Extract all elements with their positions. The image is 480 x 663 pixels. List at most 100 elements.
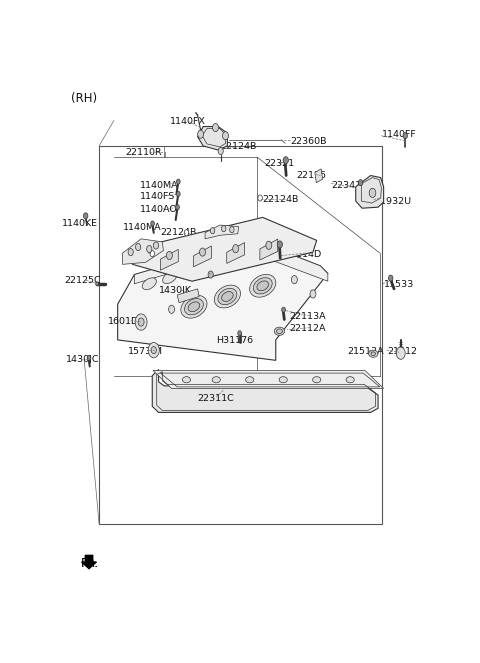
Circle shape [396,347,405,359]
Polygon shape [122,239,163,265]
Circle shape [221,225,226,231]
Circle shape [128,249,133,256]
Text: 22112A: 22112A [289,324,325,333]
Circle shape [233,245,239,253]
Text: 91932U: 91932U [374,196,411,206]
Ellipse shape [346,377,354,383]
Text: 11533: 11533 [384,280,414,289]
Ellipse shape [274,327,285,335]
Ellipse shape [250,274,276,297]
Circle shape [84,213,88,219]
Polygon shape [193,246,212,267]
Ellipse shape [246,377,254,383]
Circle shape [198,130,204,139]
Circle shape [229,227,234,233]
Circle shape [310,290,316,298]
Text: 1140AO: 1140AO [140,206,178,214]
Circle shape [238,331,241,336]
Ellipse shape [276,329,282,333]
Text: 22135: 22135 [296,171,326,180]
Text: 22124B: 22124B [220,143,256,151]
Circle shape [277,241,282,248]
Circle shape [223,132,228,140]
Polygon shape [82,556,96,569]
Text: 22129: 22129 [188,269,218,278]
Ellipse shape [185,266,199,277]
Circle shape [168,305,175,314]
Text: 22311C: 22311C [197,394,234,402]
Text: 22321: 22321 [264,158,294,168]
Text: 22360B: 22360B [290,137,327,147]
Circle shape [147,245,152,253]
Text: 1140MA: 1140MA [123,223,162,232]
Circle shape [135,243,141,251]
Ellipse shape [188,302,200,312]
Text: 1573JM: 1573JM [128,347,163,355]
Text: 21513A: 21513A [347,347,384,355]
Circle shape [151,347,156,353]
Circle shape [282,307,286,312]
Ellipse shape [257,281,268,290]
Polygon shape [205,225,239,239]
Circle shape [150,251,155,257]
Ellipse shape [181,295,207,318]
Circle shape [388,275,393,281]
Circle shape [96,282,99,286]
Text: 22110R: 22110R [125,148,162,156]
Circle shape [403,133,408,139]
Polygon shape [198,127,228,150]
Polygon shape [227,243,245,263]
Circle shape [135,314,147,330]
Circle shape [218,147,223,154]
Circle shape [213,123,218,132]
Polygon shape [177,289,199,302]
Text: 1601DG: 1601DG [108,316,147,326]
Text: 1140FF: 1140FF [382,130,417,139]
Text: H31176: H31176 [216,336,253,345]
Circle shape [154,242,158,249]
Text: 1430JK: 1430JK [159,286,192,296]
Circle shape [148,343,159,358]
Text: 1140MA: 1140MA [140,181,179,190]
Polygon shape [160,249,178,271]
Text: 1140KE: 1140KE [62,219,98,228]
Polygon shape [260,239,278,260]
Polygon shape [315,169,323,183]
Ellipse shape [371,352,375,355]
Text: 22124B: 22124B [263,195,299,204]
Text: FR.: FR. [81,556,98,570]
Ellipse shape [214,285,240,308]
Text: 22124B: 22124B [160,228,197,237]
Text: FR.: FR. [81,556,98,570]
Polygon shape [153,371,384,389]
Ellipse shape [279,377,288,383]
Ellipse shape [182,377,191,383]
Circle shape [210,227,215,234]
Text: 1140FX: 1140FX [170,117,205,126]
Polygon shape [118,240,328,360]
Circle shape [167,251,172,260]
Ellipse shape [222,292,233,302]
Polygon shape [356,176,384,208]
Ellipse shape [218,288,237,305]
Ellipse shape [142,278,156,290]
Circle shape [87,355,91,360]
Ellipse shape [369,350,378,357]
Circle shape [208,271,213,278]
Text: 22124B: 22124B [127,250,163,259]
Circle shape [176,205,180,210]
Polygon shape [134,240,328,284]
Text: 1430JC: 1430JC [66,355,99,364]
Ellipse shape [253,278,272,294]
Circle shape [138,318,144,326]
Circle shape [283,156,288,164]
Circle shape [177,179,180,184]
Circle shape [258,195,263,201]
Polygon shape [152,369,378,412]
Ellipse shape [212,377,220,383]
Circle shape [291,276,297,284]
Circle shape [369,188,376,198]
Text: 22114D: 22114D [284,250,322,259]
Text: 22113A: 22113A [289,312,326,322]
Text: 22341B: 22341B [332,181,368,190]
